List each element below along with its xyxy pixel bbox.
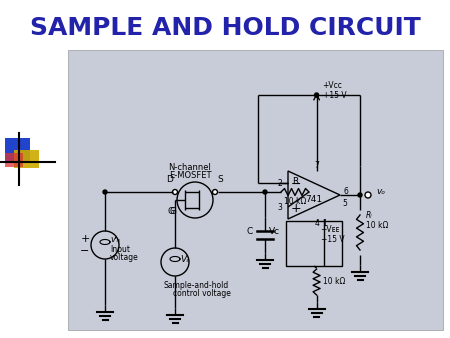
Text: E-MOSFET: E-MOSFET <box>169 170 211 179</box>
Bar <box>14 150 39 168</box>
Text: 6: 6 <box>344 187 349 195</box>
Text: 1: 1 <box>322 219 327 228</box>
Text: 7: 7 <box>314 162 319 170</box>
Text: 741: 741 <box>306 194 323 203</box>
Bar <box>5 153 23 167</box>
Text: G: G <box>167 208 175 217</box>
Text: N-channel: N-channel <box>169 163 212 171</box>
Circle shape <box>358 193 362 197</box>
Bar <box>286 221 342 266</box>
Text: −15 V: −15 V <box>320 235 344 243</box>
Text: R: R <box>292 177 298 187</box>
Text: Vᴄ: Vᴄ <box>269 227 280 237</box>
Text: +Vᴄᴄ: +Vᴄᴄ <box>323 80 342 90</box>
Text: +: + <box>291 201 302 215</box>
Bar <box>5 138 30 163</box>
Text: −: − <box>291 177 301 191</box>
Circle shape <box>263 190 267 194</box>
Text: 3: 3 <box>277 202 282 212</box>
Text: −Vᴇᴇ: −Vᴇᴇ <box>320 224 340 234</box>
Text: D: D <box>166 175 173 185</box>
Text: 10 kΩ: 10 kΩ <box>366 220 388 230</box>
Text: 5: 5 <box>342 198 347 208</box>
Text: G: G <box>170 208 176 217</box>
Text: SAMPLE AND HOLD CIRCUIT: SAMPLE AND HOLD CIRCUIT <box>30 16 420 40</box>
Circle shape <box>172 190 177 194</box>
Text: Sample-and-hold: Sample-and-hold <box>163 282 228 290</box>
Text: vₒ: vₒ <box>376 187 385 195</box>
Text: control voltage: control voltage <box>173 290 231 298</box>
Text: +15 V: +15 V <box>323 91 346 99</box>
Text: 10 kΩ: 10 kΩ <box>323 277 345 287</box>
Text: +: + <box>80 234 90 244</box>
Text: C: C <box>247 227 253 237</box>
Text: Rₗ: Rₗ <box>366 211 373 219</box>
Text: −: − <box>80 246 90 256</box>
Circle shape <box>103 190 107 194</box>
Circle shape <box>315 93 319 97</box>
Circle shape <box>212 190 217 194</box>
Text: Vₛ: Vₛ <box>180 255 189 264</box>
Text: 10 kΩ: 10 kΩ <box>284 197 306 207</box>
Text: 4: 4 <box>314 219 319 228</box>
Text: S: S <box>217 175 223 185</box>
Text: Input: Input <box>110 245 130 255</box>
Text: 2: 2 <box>277 178 282 188</box>
Text: voltage: voltage <box>110 254 139 263</box>
Circle shape <box>365 192 371 198</box>
Text: vᴵₙ: vᴵₙ <box>110 236 120 244</box>
Bar <box>68 50 443 330</box>
